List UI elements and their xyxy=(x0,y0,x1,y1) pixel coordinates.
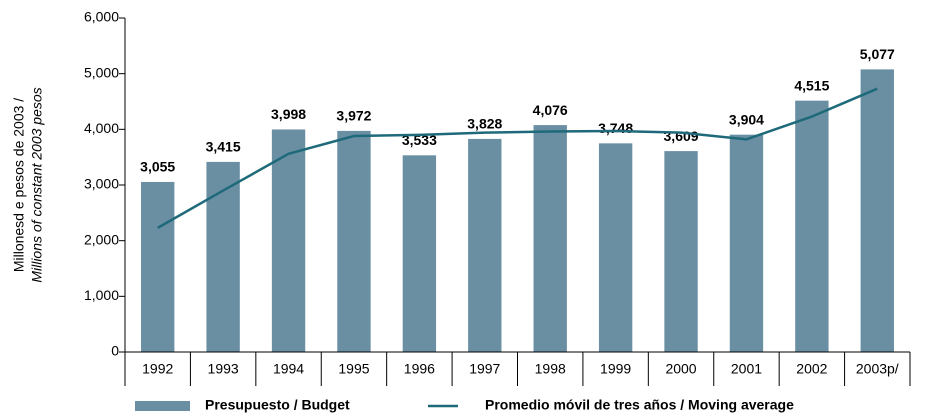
data-label: 3,828 xyxy=(467,116,502,132)
bar xyxy=(729,134,764,352)
bar xyxy=(141,181,175,352)
x-tick-label: 2003p/ xyxy=(856,361,899,377)
x-tick-label: 1998 xyxy=(535,361,566,377)
legend-label: Promedio móvil de tres años / Moving ave… xyxy=(485,397,794,413)
data-label: 3,609 xyxy=(664,128,699,144)
x-tick-label: 2001 xyxy=(731,361,762,377)
line xyxy=(157,87,878,229)
bar xyxy=(337,130,371,352)
x-tick-label: 2002 xyxy=(796,361,827,377)
data-label: 3,055 xyxy=(140,159,175,175)
data-label: 3,998 xyxy=(271,106,306,122)
x-tick-label: 1992 xyxy=(142,361,173,377)
bar xyxy=(468,138,502,352)
legend-label: Presupuesto / Budget xyxy=(205,397,350,413)
data-label: 3,748 xyxy=(598,120,633,136)
bar xyxy=(795,100,829,352)
data-label: 3,904 xyxy=(729,111,764,127)
y-tick-label: 4,000 xyxy=(84,120,119,136)
bar xyxy=(402,155,437,352)
y-tick-label: 2,000 xyxy=(84,231,119,247)
bar xyxy=(860,69,894,352)
data-label: 3,972 xyxy=(336,108,371,124)
x-tick-label: 1995 xyxy=(338,361,369,377)
y-tick-label: 3,000 xyxy=(84,176,119,192)
y-axis-title-line: Millions of constant 2003 pesos xyxy=(29,87,45,282)
x-tick-label: 2000 xyxy=(665,361,696,377)
x-tick-label: 1997 xyxy=(469,361,500,377)
x-tick-label: 1993 xyxy=(208,361,239,377)
y-axis-title: Millonesd e pesos de 2003 / Millions of … xyxy=(11,87,45,282)
y-tick-label: 0 xyxy=(111,343,119,359)
data-label: 5,077 xyxy=(860,46,895,62)
x-tick-label: 1996 xyxy=(404,361,435,377)
y-tick-label: 5,000 xyxy=(84,64,119,80)
bar xyxy=(206,161,240,352)
x-tick-label: 1994 xyxy=(273,361,304,377)
bar xyxy=(271,129,306,352)
data-label: 4,076 xyxy=(533,102,568,118)
bar xyxy=(598,143,633,352)
legend-swatch xyxy=(135,401,190,411)
y-tick-label: 6,000 xyxy=(84,9,119,25)
bar xyxy=(533,125,567,353)
data-label: 3,415 xyxy=(206,139,241,155)
y-tick-label: 1,000 xyxy=(84,287,119,303)
data-label: 4,515 xyxy=(794,77,829,93)
y-axis-title-line: Millonesd e pesos de 2003 / xyxy=(11,98,27,272)
bar xyxy=(664,151,698,352)
x-tick-label: 1999 xyxy=(600,361,631,377)
